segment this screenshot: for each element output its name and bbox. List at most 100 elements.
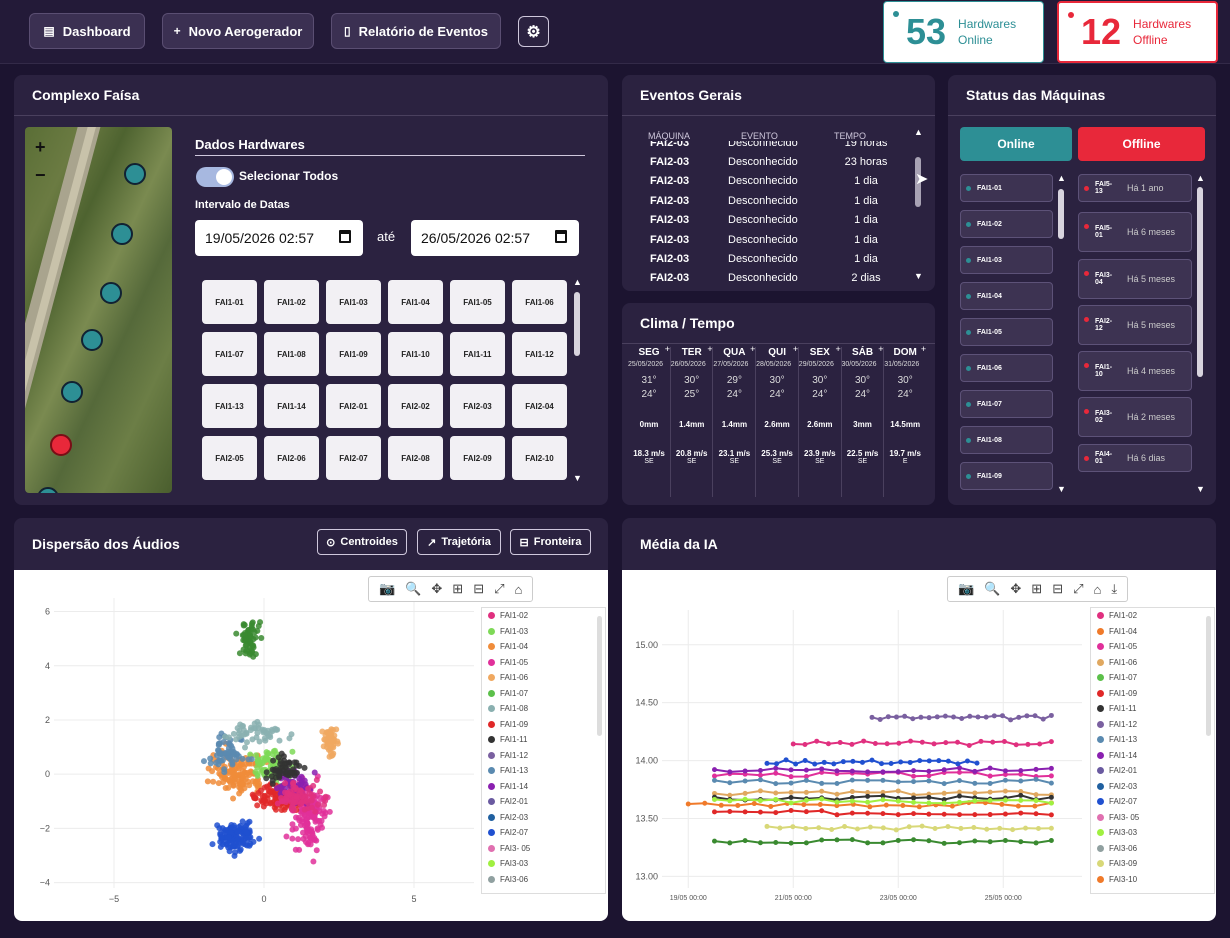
date-from-input[interactable]: 19/05/2026 02:57 [195, 220, 363, 256]
zoom-out-icon[interactable]: ⊟ [473, 581, 485, 596]
legend-item[interactable]: FAI1-09 [482, 717, 605, 733]
legend-item[interactable]: FAI3-03 [482, 856, 605, 872]
legend-scrollbar[interactable] [597, 616, 602, 736]
legend-item[interactable]: FAI1-07 [1091, 670, 1214, 686]
zoom-icon[interactable]: 🔍 [984, 581, 1001, 596]
event-row[interactable]: FAI2-03 Desconhecido 2 dias [650, 269, 912, 281]
relatorio-eventos-button[interactable]: ▯ Relatório de Eventos [331, 13, 501, 49]
legend-item[interactable]: FAI3- 05 [482, 841, 605, 857]
map-marker[interactable] [37, 487, 59, 493]
scroll-up-arrow[interactable]: ▲ [914, 127, 923, 137]
autoscale-icon[interactable]: ⤢ [1073, 581, 1084, 596]
online-tab-button[interactable]: Online [960, 127, 1072, 161]
legend-item[interactable]: FAI2-07 [482, 825, 605, 841]
offline-machine-item[interactable]: FAI1-10 Há 4 meses [1078, 351, 1192, 391]
event-row[interactable]: FAI2-03 Desconhecido 19 horas [650, 141, 912, 152]
autoscale-icon[interactable]: ⤢ [494, 581, 505, 596]
scatter-chart-area[interactable]: −4 −2 0 2 4 6 −5 0 5 📷 🔍 ✥ ⊞ ⊟ ⤢ ⌂ FAI1-02 FAI1-0… [14, 570, 608, 921]
offline-machine-item[interactable]: FAI2-12 Há 5 meses [1078, 305, 1192, 345]
event-row[interactable]: FAI2-03 Desconhecido 1 dia [650, 172, 912, 191]
add-icon[interactable]: + [707, 344, 713, 354]
novo-aerogerador-button[interactable]: + Novo Aerogerador [162, 13, 314, 49]
legend-item[interactable]: FAI1-14 [482, 779, 605, 795]
hardware-button[interactable]: FAI1-11 [450, 332, 505, 376]
hardware-button[interactable]: FAI1-07 [202, 332, 257, 376]
hardware-button[interactable]: FAI1-03 [326, 280, 381, 324]
zoom-in-button[interactable]: + [35, 137, 46, 157]
hardware-button[interactable]: FAI1-12 [512, 332, 567, 376]
online-scrollbar[interactable] [1058, 189, 1064, 239]
scroll-up-arrow[interactable]: ▲ [1057, 173, 1066, 183]
legend-item[interactable]: FAI1-12 [482, 748, 605, 764]
scatter-chart[interactable]: −4 −2 0 2 4 6 −5 0 5 [14, 570, 608, 921]
legend-item[interactable]: FAI1-07 [482, 686, 605, 702]
add-icon[interactable]: + [835, 344, 841, 354]
trajetoria-button[interactable]: ↗ Trajetória [417, 529, 501, 555]
event-row[interactable]: FAI2-03 Desconhecido 1 dia [650, 249, 912, 268]
map-marker[interactable] [100, 282, 122, 304]
scatter-legend[interactable]: FAI1-02 FAI1-03 FAI1-04 FAI1-05 FAI1-06 FAI1-… [481, 607, 606, 894]
hardware-button[interactable]: FAI2-06 [264, 436, 319, 480]
legend-item[interactable]: FAI3-10 [1091, 872, 1214, 888]
map[interactable]: + − [25, 127, 172, 493]
legend-item[interactable]: FAI1-04 [482, 639, 605, 655]
offline-machine-item[interactable]: FAI3-04 Há 5 meses [1078, 259, 1192, 299]
online-machine-item[interactable]: FAI1-08 [960, 426, 1053, 454]
hardware-button[interactable]: FAI2-04 [512, 384, 567, 428]
offline-machine-item[interactable]: FAI5-13 Há 1 ano [1078, 174, 1192, 202]
legend-item[interactable]: FAI2-01 [1091, 763, 1214, 779]
scroll-up-arrow[interactable]: ▲ [1196, 173, 1205, 183]
legend-item[interactable]: FAI1-06 [482, 670, 605, 686]
hardware-button[interactable]: FAI1-05 [450, 280, 505, 324]
hardware-button[interactable]: FAI2-09 [450, 436, 505, 480]
legend-item[interactable]: FAI1-02 [482, 608, 605, 624]
pan-icon[interactable]: ✥ [1010, 581, 1022, 596]
online-machine-item[interactable]: FAI1-07 [960, 390, 1053, 418]
offline-machine-item[interactable]: FAI5-01 Há 6 meses [1078, 212, 1192, 252]
legend-item[interactable]: FAI2-03 [1091, 779, 1214, 795]
zoom-in-icon[interactable]: ⊞ [1031, 581, 1043, 596]
online-machine-item[interactable]: FAI1-03 [960, 246, 1053, 274]
online-machine-item[interactable]: FAI1-01 [960, 174, 1053, 202]
legend-item[interactable]: FAI1-14 [1091, 748, 1214, 764]
legend-item[interactable]: FAI1-09 [1091, 686, 1214, 702]
legend-item[interactable]: FAI1-13 [482, 763, 605, 779]
map-marker-offline[interactable] [50, 434, 72, 456]
offline-scrollbar[interactable] [1197, 187, 1203, 377]
add-icon[interactable]: + [792, 344, 799, 354]
hardware-button[interactable]: FAI2-08 [388, 436, 443, 480]
legend-item[interactable]: FAI2-01 [482, 794, 605, 810]
home-icon[interactable]: ⌂ [514, 581, 523, 597]
legend-item[interactable]: FAI1-04 [1091, 624, 1214, 640]
hardware-button[interactable]: FAI2-07 [326, 436, 381, 480]
hardware-button[interactable]: FAI1-02 [264, 280, 319, 324]
line-legend[interactable]: FAI1-02 FAI1-04 FAI1-05 FAI1-06 FAI1-07 FAI1-… [1090, 607, 1215, 894]
hardware-button[interactable]: FAI2-05 [202, 436, 257, 480]
legend-scrollbar[interactable] [1206, 616, 1211, 736]
scroll-up-arrow[interactable]: ▲ [573, 277, 582, 287]
offline-machine-item[interactable]: FAI3-02 Há 2 meses [1078, 397, 1192, 437]
settings-button[interactable]: ⚙ [518, 16, 549, 47]
add-icon[interactable]: + [664, 344, 670, 354]
hardware-button[interactable]: FAI2-10 [512, 436, 567, 480]
event-row[interactable]: FAI2-03 Desconhecido 1 dia [650, 230, 912, 249]
hardware-button[interactable]: FAI2-03 [450, 384, 505, 428]
legend-item[interactable]: FAI3- 05 [1091, 810, 1214, 826]
eventos-scrollbar[interactable] [915, 157, 921, 207]
hardware-button[interactable]: FAI2-01 [326, 384, 381, 428]
zoom-in-icon[interactable]: ⊞ [452, 581, 464, 596]
hardware-scrollbar[interactable] [574, 292, 580, 356]
zoom-out-button[interactable]: − [35, 165, 46, 185]
calendar-icon[interactable] [555, 230, 567, 243]
legend-item[interactable]: FAI3-09 [1091, 856, 1214, 872]
hardware-button[interactable]: FAI1-04 [388, 280, 443, 324]
camera-icon[interactable]: 📷 [958, 581, 975, 596]
event-row[interactable]: FAI2-03 Desconhecido 23 horas [650, 152, 912, 171]
add-icon[interactable]: + [920, 344, 927, 354]
hardware-button[interactable]: FAI1-01 [202, 280, 257, 324]
line-chart-area[interactable]: 13.00 13.50 14.00 14.50 15.00 19/05 00:00 21/0… [622, 570, 1216, 921]
hardware-button[interactable]: FAI1-09 [326, 332, 381, 376]
map-marker[interactable] [81, 329, 103, 351]
calendar-icon[interactable] [339, 230, 351, 243]
home-icon[interactable]: ⌂ [1093, 581, 1102, 597]
